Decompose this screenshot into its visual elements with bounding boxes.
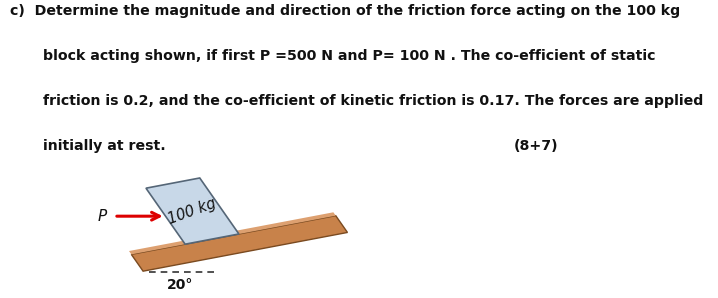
Text: 100 kg: 100 kg <box>167 195 218 227</box>
Polygon shape <box>146 178 239 244</box>
Text: initially at rest.: initially at rest. <box>43 139 166 153</box>
Text: block acting shown, if first P =500 N and P= 100 N . The co-efficient of static: block acting shown, if first P =500 N an… <box>43 49 656 63</box>
Text: friction is 0.2, and the co-efficient of kinetic friction is 0.17. The forces ar: friction is 0.2, and the co-efficient of… <box>43 94 704 108</box>
Text: P: P <box>98 209 107 224</box>
Text: c)  Determine the magnitude and direction of the friction force acting on the 10: c) Determine the magnitude and direction… <box>10 4 681 18</box>
Text: 20°: 20° <box>167 278 193 291</box>
Text: (8+7): (8+7) <box>513 139 558 153</box>
Polygon shape <box>131 216 348 271</box>
Polygon shape <box>129 212 336 254</box>
